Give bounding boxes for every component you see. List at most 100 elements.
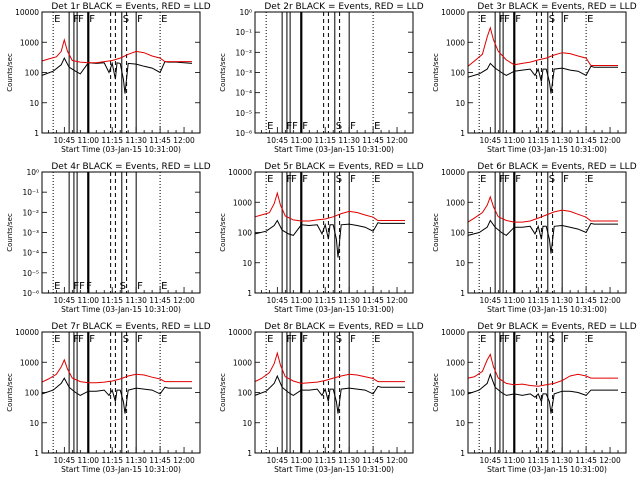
events-series-line	[41, 377, 192, 414]
x-tick-label: 11:15	[101, 296, 123, 305]
events-series-line	[254, 374, 405, 414]
y-tick-label: 1	[460, 289, 465, 298]
y-tick-label: 100	[25, 389, 40, 398]
x-tick-label: 12:00	[386, 296, 408, 305]
x-tick-label: 11:00	[77, 296, 99, 305]
event-marker-label: F	[504, 174, 510, 185]
event-marker-label: F	[350, 174, 356, 185]
x-tick-label: 12:00	[599, 296, 621, 305]
x-tick-label: 11:45	[575, 136, 597, 145]
y-tick-label: 1	[247, 449, 252, 458]
x-tick-label: 11:30	[125, 296, 147, 305]
event-marker-label: S	[123, 334, 129, 345]
event-marker-label: E	[267, 121, 273, 132]
y-tick-label: 10	[455, 259, 465, 268]
y-tick-label: 10000	[228, 168, 252, 177]
x-tick-label: 11:45	[149, 136, 171, 145]
event-marker-label: F	[291, 174, 297, 185]
event-marker-label: F	[350, 334, 356, 345]
y-axis-label: Counts/sec	[219, 213, 227, 252]
event-marker-label: F	[563, 174, 569, 185]
lld-series-line	[41, 358, 192, 384]
events-series-line	[41, 56, 193, 94]
event-marker-label: F	[286, 174, 292, 185]
event-marker-label: F	[302, 121, 308, 132]
event-marker-label: F	[137, 14, 143, 25]
y-tick-label: 10⁻⁶	[22, 289, 39, 298]
plot-frame	[41, 11, 201, 134]
x-tick-label: 11:15	[101, 456, 123, 465]
x-axis-label: Start Time (03-Jan-15 10:31:00)	[274, 465, 394, 474]
x-tick-label: 11:30	[551, 296, 573, 305]
event-marker-label: S	[549, 334, 555, 345]
y-tick-label: 1	[247, 289, 252, 298]
panel-title: Det 6r BLACK = Events, RED = LLD	[477, 162, 636, 172]
y-tick-label: 10	[242, 259, 252, 268]
panel-title: Det 4r BLACK = Events, RED = LLD	[51, 162, 210, 172]
events-series-line	[467, 372, 618, 414]
x-axis-label: Start Time (03-Jan-15 10:31:00)	[274, 305, 394, 314]
x-tick-label: 11:00	[77, 456, 99, 465]
event-marker-label: F	[504, 334, 510, 345]
event-marker-label: F	[89, 334, 95, 345]
panel-title: Det 7r BLACK = Events, RED = LLD	[51, 322, 210, 332]
x-tick-label: 11:30	[125, 136, 147, 145]
x-tick-label: 10:45	[54, 456, 76, 465]
x-tick-label: 11:30	[125, 456, 147, 465]
event-marker-label: F	[73, 14, 79, 25]
event-marker-label: F	[302, 174, 308, 185]
panel-title: Det 5r BLACK = Events, RED = LLD	[264, 162, 423, 172]
y-tick-label: 100	[25, 69, 40, 78]
event-marker-label: S	[549, 174, 555, 185]
y-tick-label: 10000	[441, 8, 465, 17]
y-tick-label: 100	[238, 229, 253, 238]
x-tick-label: 12:00	[173, 296, 195, 305]
event-marker-label: E	[267, 174, 273, 185]
x-axis-label: Start Time (03-Jan-15 10:31:00)	[61, 145, 181, 154]
x-tick-label: 11:45	[575, 296, 597, 305]
y-tick-label: 10	[455, 99, 465, 108]
event-marker-label: E	[161, 14, 167, 25]
x-tick-label: 11:30	[551, 136, 573, 145]
y-tick-label: 1000	[446, 38, 465, 47]
event-marker-label: F	[73, 334, 79, 345]
plot-frame	[467, 331, 627, 454]
event-marker-label: F	[302, 334, 308, 345]
panel-title: Det 9r BLACK = Events, RED = LLD	[477, 322, 636, 332]
y-tick-label: 10	[29, 99, 39, 108]
y-axis-label: Counts/sec	[6, 53, 14, 92]
event-marker-label: F	[137, 334, 143, 345]
x-tick-label: 11:15	[314, 136, 336, 145]
x-tick-label: 11:15	[314, 296, 336, 305]
x-axis-label: Start Time (03-Jan-15 10:31:00)	[61, 305, 181, 314]
y-tick-label: 1000	[20, 38, 39, 47]
y-tick-label: 10000	[15, 8, 39, 17]
x-tick-label: 12:00	[599, 136, 621, 145]
plot-frame	[254, 171, 414, 294]
y-tick-label: 10	[455, 419, 465, 428]
y-tick-label: 10	[242, 419, 252, 428]
x-tick-label: 11:30	[551, 456, 573, 465]
y-tick-label: 100	[451, 389, 466, 398]
plot-frame	[254, 11, 414, 134]
event-marker-label: F	[78, 334, 84, 345]
x-tick-label: 12:00	[386, 136, 408, 145]
y-tick-label: 1	[34, 449, 39, 458]
lld-series-line	[467, 26, 618, 67]
x-tick-label: 11:00	[503, 136, 525, 145]
event-marker-label: E	[54, 14, 60, 25]
lld-series-line	[467, 353, 618, 387]
event-marker-label: F	[137, 281, 143, 292]
x-tick-label: 11:45	[575, 456, 597, 465]
x-tick-label: 11:45	[149, 456, 171, 465]
y-tick-label: 1000	[20, 358, 39, 367]
lld-series-line	[467, 195, 618, 223]
event-marker-label: E	[374, 334, 380, 345]
y-tick-label: 1	[460, 449, 465, 458]
panel-title: Det 2r BLACK = Events, RED = LLD	[264, 2, 423, 12]
plot-frame	[467, 171, 627, 294]
